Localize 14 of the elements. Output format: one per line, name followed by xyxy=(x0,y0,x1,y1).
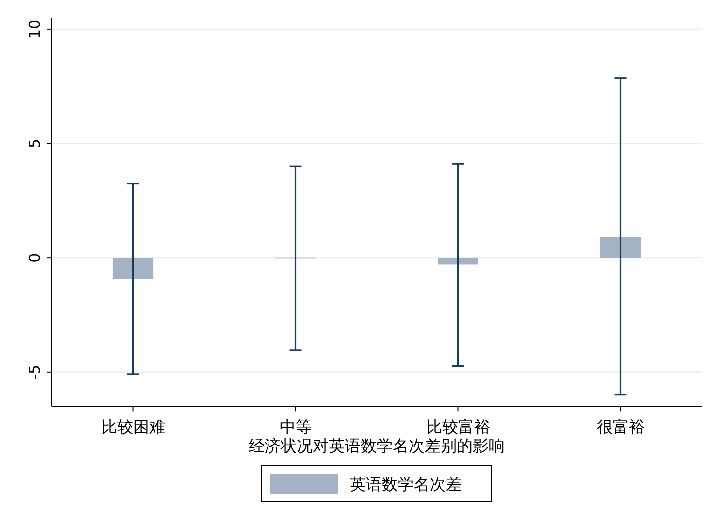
x-tick-label: 很富裕 xyxy=(596,418,645,437)
legend-label: 英语数学名次差 xyxy=(350,475,462,494)
bar xyxy=(600,237,642,258)
bar xyxy=(112,258,154,280)
y-tick-label: 5 xyxy=(26,138,44,149)
x-tick-label: 比较富裕 xyxy=(426,418,490,437)
bar xyxy=(438,258,479,265)
x-axis-title: 经济状况对英语数学名次差别的影响 xyxy=(249,436,505,456)
y-tick-label: 10 xyxy=(26,20,44,39)
x-tick-label: 中等 xyxy=(280,418,312,437)
x-tick-label: 比较困难 xyxy=(101,418,166,437)
y-tick-label: 0 xyxy=(26,253,44,263)
y-tick-label: -5 xyxy=(26,364,44,380)
legend: 英语数学名次差 xyxy=(262,466,492,502)
